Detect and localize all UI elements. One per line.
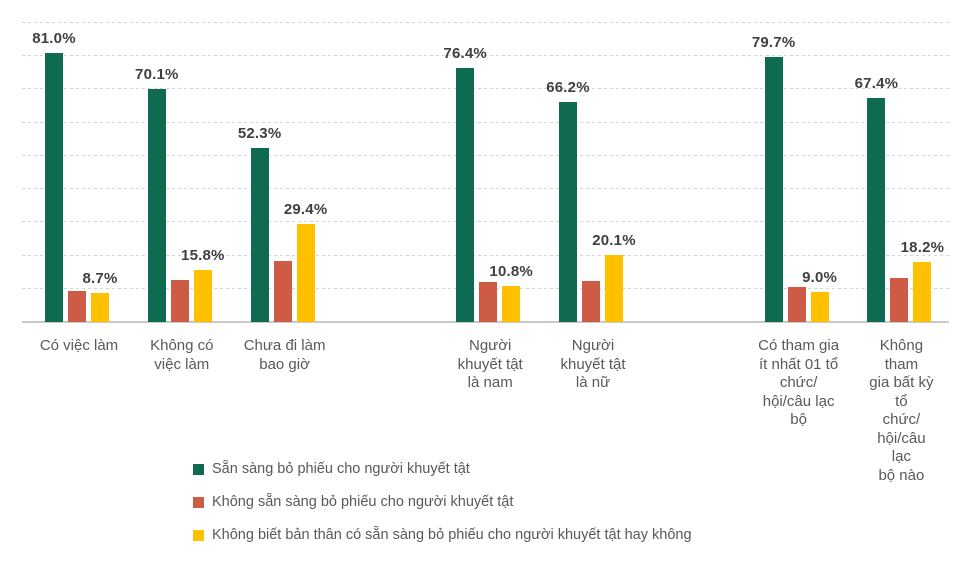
bar-group-2: 70.1% 15.8% [135,0,224,322]
bar-series3-cat7 [913,261,932,322]
data-label: 81.0% [32,29,76,47]
bar-series2-cat5 [582,281,600,322]
bar-series1-cat5 [559,102,577,322]
data-label: 29.4% [283,201,328,219]
bar-series2-cat7 [890,277,909,322]
bar-slot [582,281,600,322]
bar-series1-cat3 [250,148,269,322]
legend-label: Sẵn sàng bỏ phiếu cho người khuyết tật [212,461,470,477]
x-axis-label-2: Không có việc làm [150,337,214,373]
x-axis-label-7: Không tham gia bất kỳ tổ chức/ hội/câu l… [869,337,934,484]
bar-series2-cat1 [68,291,86,322]
bar-slot: 29.4% [284,201,327,322]
bar-slot: 70.1% [135,66,178,322]
legend-item-1: Sẵn sàng bỏ phiếu cho người khuyết tật [193,460,692,478]
bar-slot: 66.2% [546,79,590,322]
gridline-30 [22,221,949,223]
data-label: 8.7% [82,270,118,288]
bar-slot: 79.7% [752,34,795,322]
bar-series2-cat6 [787,287,806,322]
bar-series3-cat4 [502,286,521,322]
bar-group-3: 52.3% 29.4% [238,0,327,322]
x-axis-label-3: Chưa đi làm bao giờ [243,337,326,373]
gridline-80 [22,55,949,57]
data-label: 20.1% [592,232,636,250]
bar-series2-cat4 [479,282,498,322]
bar-group-5: 66.2% 20.1% [546,0,636,322]
bar-series1-cat2 [147,89,166,322]
bar-slot [890,277,909,322]
bar-slot [170,279,189,322]
gridline-20 [22,254,949,256]
bar-series2-cat3 [273,260,292,322]
bar-group-7: 67.4% 18.2% [855,0,944,322]
gridline-60 [22,121,949,123]
bar-group-4: 76.4% 10.8% [443,0,533,322]
legend-color-swatch-icon [193,530,204,541]
x-axis: Có việc làm Không có việc làm Chưa đi làm … [0,337,973,484]
x-axis-label-5: Người khuyết tật là nữ [560,337,626,391]
data-label: 79.7% [751,34,796,52]
data-label: 15.8% [181,246,225,264]
gridline-90 [22,22,949,24]
bar-series2-cat2 [170,279,189,322]
bar-slot: 9.0% [802,269,837,322]
bar-slot: 67.4% [855,75,898,322]
x-axis-label-4: Người khuyết tật là nam [457,337,523,391]
x-axis-line [22,321,949,323]
bar-series3-cat3 [296,224,315,322]
data-label: 18.2% [900,238,945,256]
data-label: 9.0% [802,269,838,287]
bar-slot: 52.3% [238,125,281,322]
bar-slot: 15.8% [181,247,224,322]
legend-item-2: Không sẵn sàng bỏ phiếu cho người khuyết… [193,493,692,511]
bar-group-1: 81.0% 8.7% [32,0,117,322]
bar-slot: 20.1% [592,232,636,322]
bar-slot: 76.4% [443,45,487,322]
gridline-50 [22,154,949,156]
gridline-70 [22,88,949,90]
gridline-40 [22,188,949,190]
bar-group-6: 79.7% 9.0% [752,0,837,322]
bar-slot: 10.8% [489,263,533,322]
bar-series1-cat4 [456,68,475,322]
bar-slot: 81.0% [32,30,76,322]
legend-color-swatch-icon [193,497,204,508]
data-label: 70.1% [135,66,179,84]
bar-series1-cat1 [45,52,63,322]
x-axis-label-1: Có việc làm [39,337,119,354]
x-axis-label-6: Có tham gia ít nhất 01 tổ chức/ hội/câu … [758,337,840,428]
bar-series3-cat6 [810,292,829,322]
bar-slot: 18.2% [901,239,944,322]
bar-series3-cat1 [91,293,109,322]
legend-color-swatch-icon [193,464,204,475]
bar-series3-cat5 [605,255,623,322]
data-label: 52.3% [237,125,282,143]
data-label: 10.8% [489,263,533,281]
bar-slot [787,287,806,322]
plot-area: 81.0% 8.7% 70.1% 15.8% 52.3% 29.4% 76.4% 10.8% 6… [22,0,949,323]
bar-slot [68,291,86,322]
data-label: 67.4% [854,75,899,93]
bar-series1-cat7 [867,98,886,322]
bar-series3-cat2 [193,269,212,322]
legend: Sẵn sàng bỏ phiếu cho người khuyết tật Kh… [193,460,692,559]
bar-series1-cat6 [764,57,783,322]
data-label: 76.4% [443,45,487,63]
legend-label: Không biết bản thân có sẵn sàng bỏ phiếu… [212,527,692,543]
bar-slot [479,282,498,322]
bar-slot: 8.7% [83,270,117,322]
legend-item-3: Không biết bản thân có sẵn sàng bỏ phiếu… [193,526,692,544]
bar-slot [273,260,292,322]
legend-label: Không sẵn sàng bỏ phiếu cho người khuyết… [212,494,514,510]
data-label: 66.2% [546,79,590,97]
